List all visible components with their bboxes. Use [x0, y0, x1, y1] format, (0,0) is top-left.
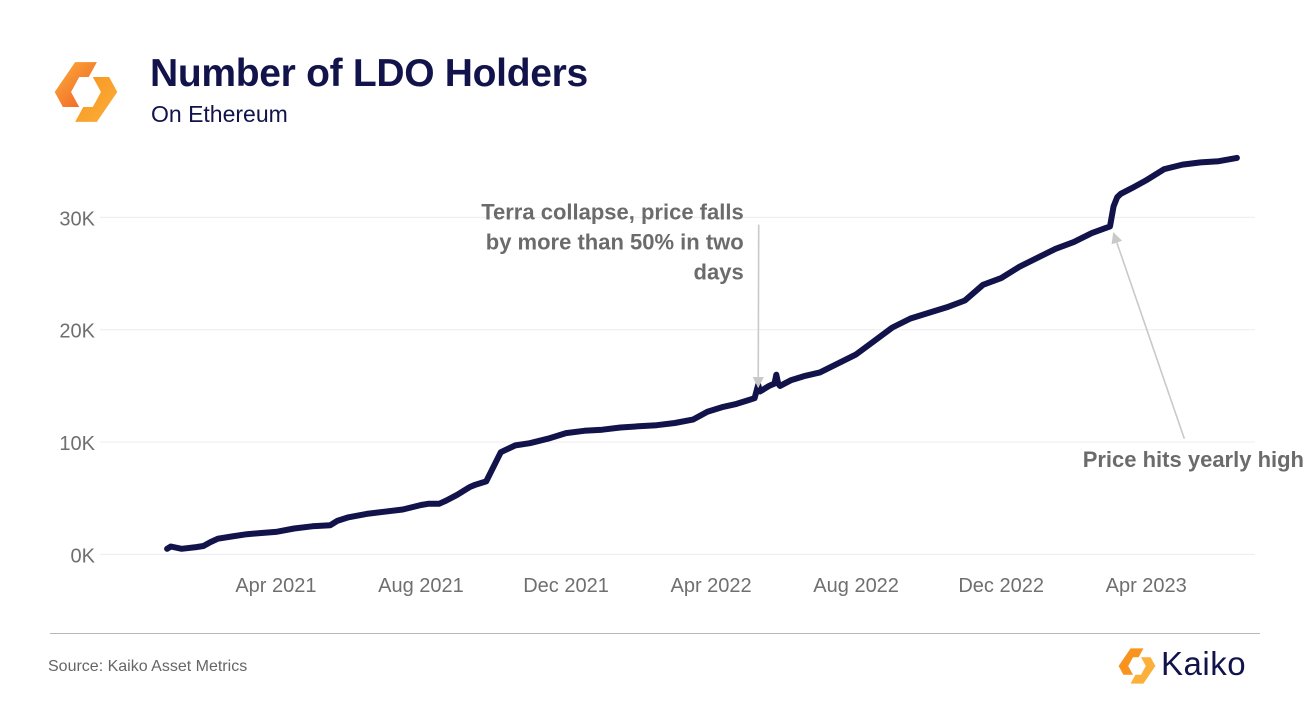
y-axis-ticks: 0K 10K 20K 30K: [59, 208, 95, 567]
x-tick-label: Aug 2021: [378, 575, 464, 597]
annotations: Terra collapse, price falls by more than …: [481, 200, 1304, 472]
y-tick-label: 30K: [59, 208, 95, 230]
chart-title: Number of LDO Holders: [150, 52, 588, 95]
source-note: Source: Kaiko Asset Metrics: [48, 658, 248, 675]
brand-name: Kaiko: [1161, 645, 1247, 682]
kaiko-logo-icon: [54, 62, 118, 122]
kaiko-mark-icon: [1118, 648, 1156, 684]
gridlines: [100, 216, 1255, 555]
x-tick-label: Aug 2022: [813, 575, 899, 597]
x-tick-label: Dec 2022: [958, 575, 1044, 597]
x-tick-label: Apr 2021: [235, 575, 316, 597]
annotation-text: Price hits yearly high: [1083, 447, 1304, 472]
x-tick-label: Dec 2021: [523, 575, 609, 597]
brand-logo: Kaiko: [1117, 644, 1267, 688]
annotation-text: Terra collapse, price falls: [481, 200, 744, 225]
y-tick-label: 0K: [71, 545, 96, 567]
series-group: [164, 154, 1240, 552]
annotation-text: by more than 50% in two: [486, 230, 744, 255]
y-tick-label: 20K: [59, 321, 95, 343]
annotation-text: days: [694, 260, 744, 285]
chart-subtitle: On Ethereum: [151, 101, 288, 127]
x-tick-label: Apr 2023: [1106, 575, 1187, 597]
x-tick-label: Apr 2022: [670, 575, 751, 597]
annotation-arrow: [1111, 232, 1186, 440]
footer-divider: [50, 633, 1260, 634]
y-tick-label: 10K: [59, 433, 95, 455]
series-line: [164, 154, 1240, 552]
x-axis-ticks: Apr 2021 Aug 2021 Dec 2021 Apr 2022 Aug 2022…: [235, 575, 1186, 597]
